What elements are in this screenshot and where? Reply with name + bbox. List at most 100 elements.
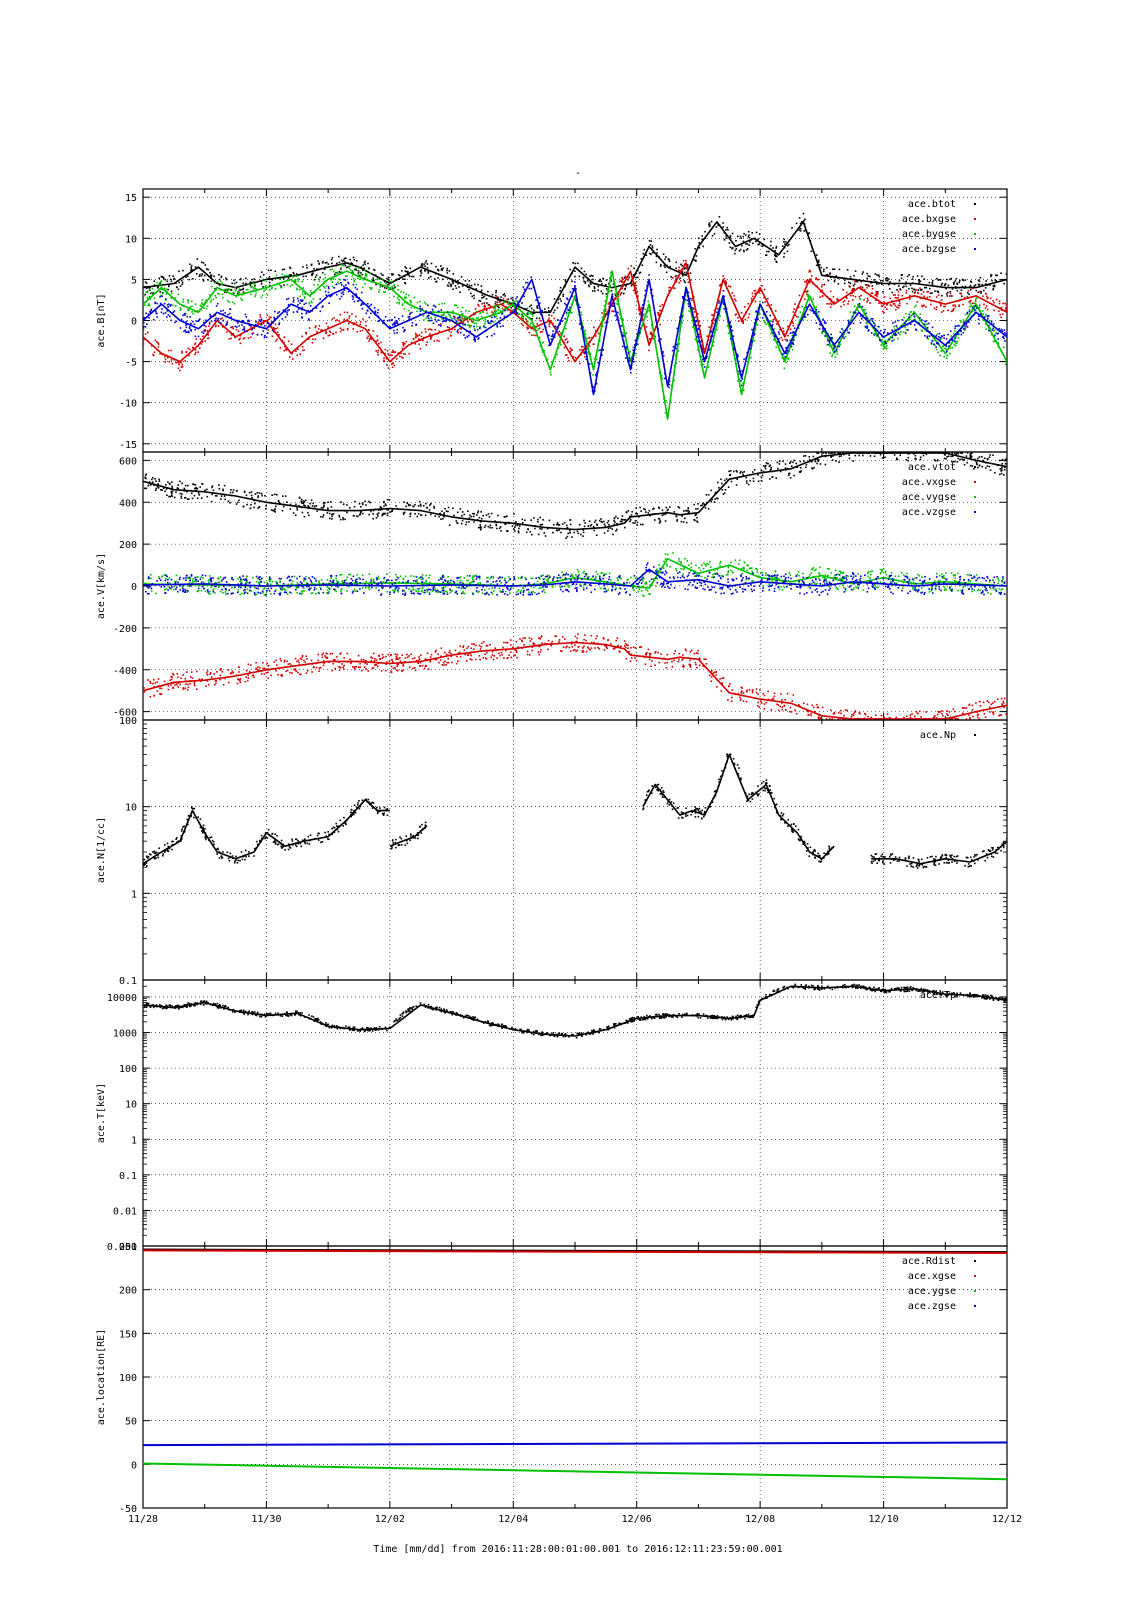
data-point bbox=[425, 262, 427, 264]
data-point bbox=[766, 305, 768, 307]
data-point bbox=[588, 353, 590, 355]
data-point bbox=[524, 289, 526, 291]
data-point bbox=[951, 295, 953, 297]
data-point bbox=[261, 334, 263, 336]
data-point bbox=[994, 472, 996, 474]
data-point bbox=[669, 506, 671, 508]
data-point bbox=[660, 264, 662, 266]
data-point bbox=[469, 327, 471, 329]
data-point bbox=[714, 233, 716, 235]
data-point bbox=[697, 328, 699, 330]
data-point bbox=[354, 259, 356, 261]
data-point bbox=[229, 338, 231, 340]
data-point bbox=[647, 311, 649, 313]
data-point bbox=[192, 313, 194, 315]
data-point bbox=[398, 278, 400, 280]
data-point bbox=[668, 267, 670, 269]
data-point bbox=[743, 236, 745, 238]
data-point bbox=[931, 282, 933, 284]
data-point bbox=[806, 294, 808, 296]
data-point bbox=[868, 329, 870, 331]
data-point bbox=[551, 335, 553, 337]
data-point bbox=[171, 481, 173, 483]
data-point bbox=[270, 317, 272, 319]
data-point bbox=[156, 282, 158, 284]
data-point bbox=[958, 282, 960, 284]
data-point bbox=[199, 494, 201, 496]
data-point bbox=[936, 335, 938, 337]
data-point bbox=[303, 304, 305, 306]
data-point bbox=[854, 306, 856, 308]
data-point bbox=[988, 325, 990, 327]
data-point bbox=[195, 311, 197, 313]
data-point bbox=[531, 534, 533, 536]
data-point bbox=[282, 318, 284, 320]
data-point bbox=[766, 251, 768, 253]
data-point bbox=[518, 307, 520, 309]
data-point bbox=[883, 312, 885, 314]
data-point bbox=[168, 286, 170, 288]
data-point bbox=[657, 329, 659, 331]
data-point bbox=[876, 283, 878, 285]
data-point bbox=[332, 257, 334, 259]
data-point bbox=[351, 313, 353, 315]
data-point bbox=[376, 517, 378, 519]
data-point bbox=[894, 294, 896, 296]
data-point bbox=[750, 343, 752, 345]
data-point bbox=[730, 286, 732, 288]
data-point bbox=[473, 318, 475, 320]
data-point bbox=[784, 367, 786, 369]
data-point bbox=[309, 503, 311, 505]
data-point bbox=[414, 297, 416, 299]
data-point bbox=[243, 321, 245, 323]
data-point bbox=[529, 306, 531, 308]
data-point bbox=[468, 521, 470, 523]
data-point bbox=[592, 275, 594, 277]
data-point bbox=[852, 460, 854, 462]
data-point bbox=[480, 511, 482, 513]
data-point bbox=[499, 528, 501, 530]
data-point bbox=[783, 328, 785, 330]
data-point bbox=[917, 275, 919, 277]
data-point bbox=[373, 510, 375, 512]
data-point bbox=[273, 317, 275, 319]
data-point bbox=[516, 296, 518, 298]
data-point bbox=[500, 326, 502, 328]
data-point bbox=[229, 502, 231, 504]
data-point bbox=[832, 269, 834, 271]
data-point bbox=[860, 298, 862, 300]
data-point bbox=[661, 375, 663, 377]
data-point bbox=[263, 274, 265, 276]
data-point bbox=[474, 341, 476, 343]
data-point bbox=[568, 312, 570, 314]
data-point bbox=[704, 360, 706, 362]
data-point bbox=[693, 311, 695, 313]
data-point bbox=[557, 307, 559, 309]
data-point bbox=[997, 333, 999, 335]
data-point bbox=[217, 303, 219, 305]
data-point bbox=[757, 324, 759, 326]
data-point bbox=[431, 320, 433, 322]
data-point bbox=[809, 280, 811, 282]
data-point bbox=[303, 276, 305, 278]
data-point bbox=[955, 306, 957, 308]
data-point bbox=[184, 360, 186, 362]
data-point bbox=[859, 296, 861, 298]
data-point bbox=[783, 239, 785, 241]
data-point bbox=[444, 512, 446, 514]
data-point bbox=[768, 251, 770, 253]
data-point bbox=[786, 340, 788, 342]
data-point bbox=[628, 352, 630, 354]
data-point bbox=[695, 514, 697, 516]
data-point bbox=[178, 294, 180, 296]
data-point bbox=[448, 330, 450, 332]
data-point bbox=[220, 318, 222, 320]
data-point bbox=[210, 301, 212, 303]
data-point bbox=[979, 284, 981, 286]
data-point bbox=[614, 524, 616, 526]
data-point bbox=[818, 459, 820, 461]
data-point bbox=[556, 354, 558, 356]
data-point bbox=[330, 279, 332, 281]
data-point bbox=[622, 519, 624, 521]
data-point bbox=[481, 289, 483, 291]
